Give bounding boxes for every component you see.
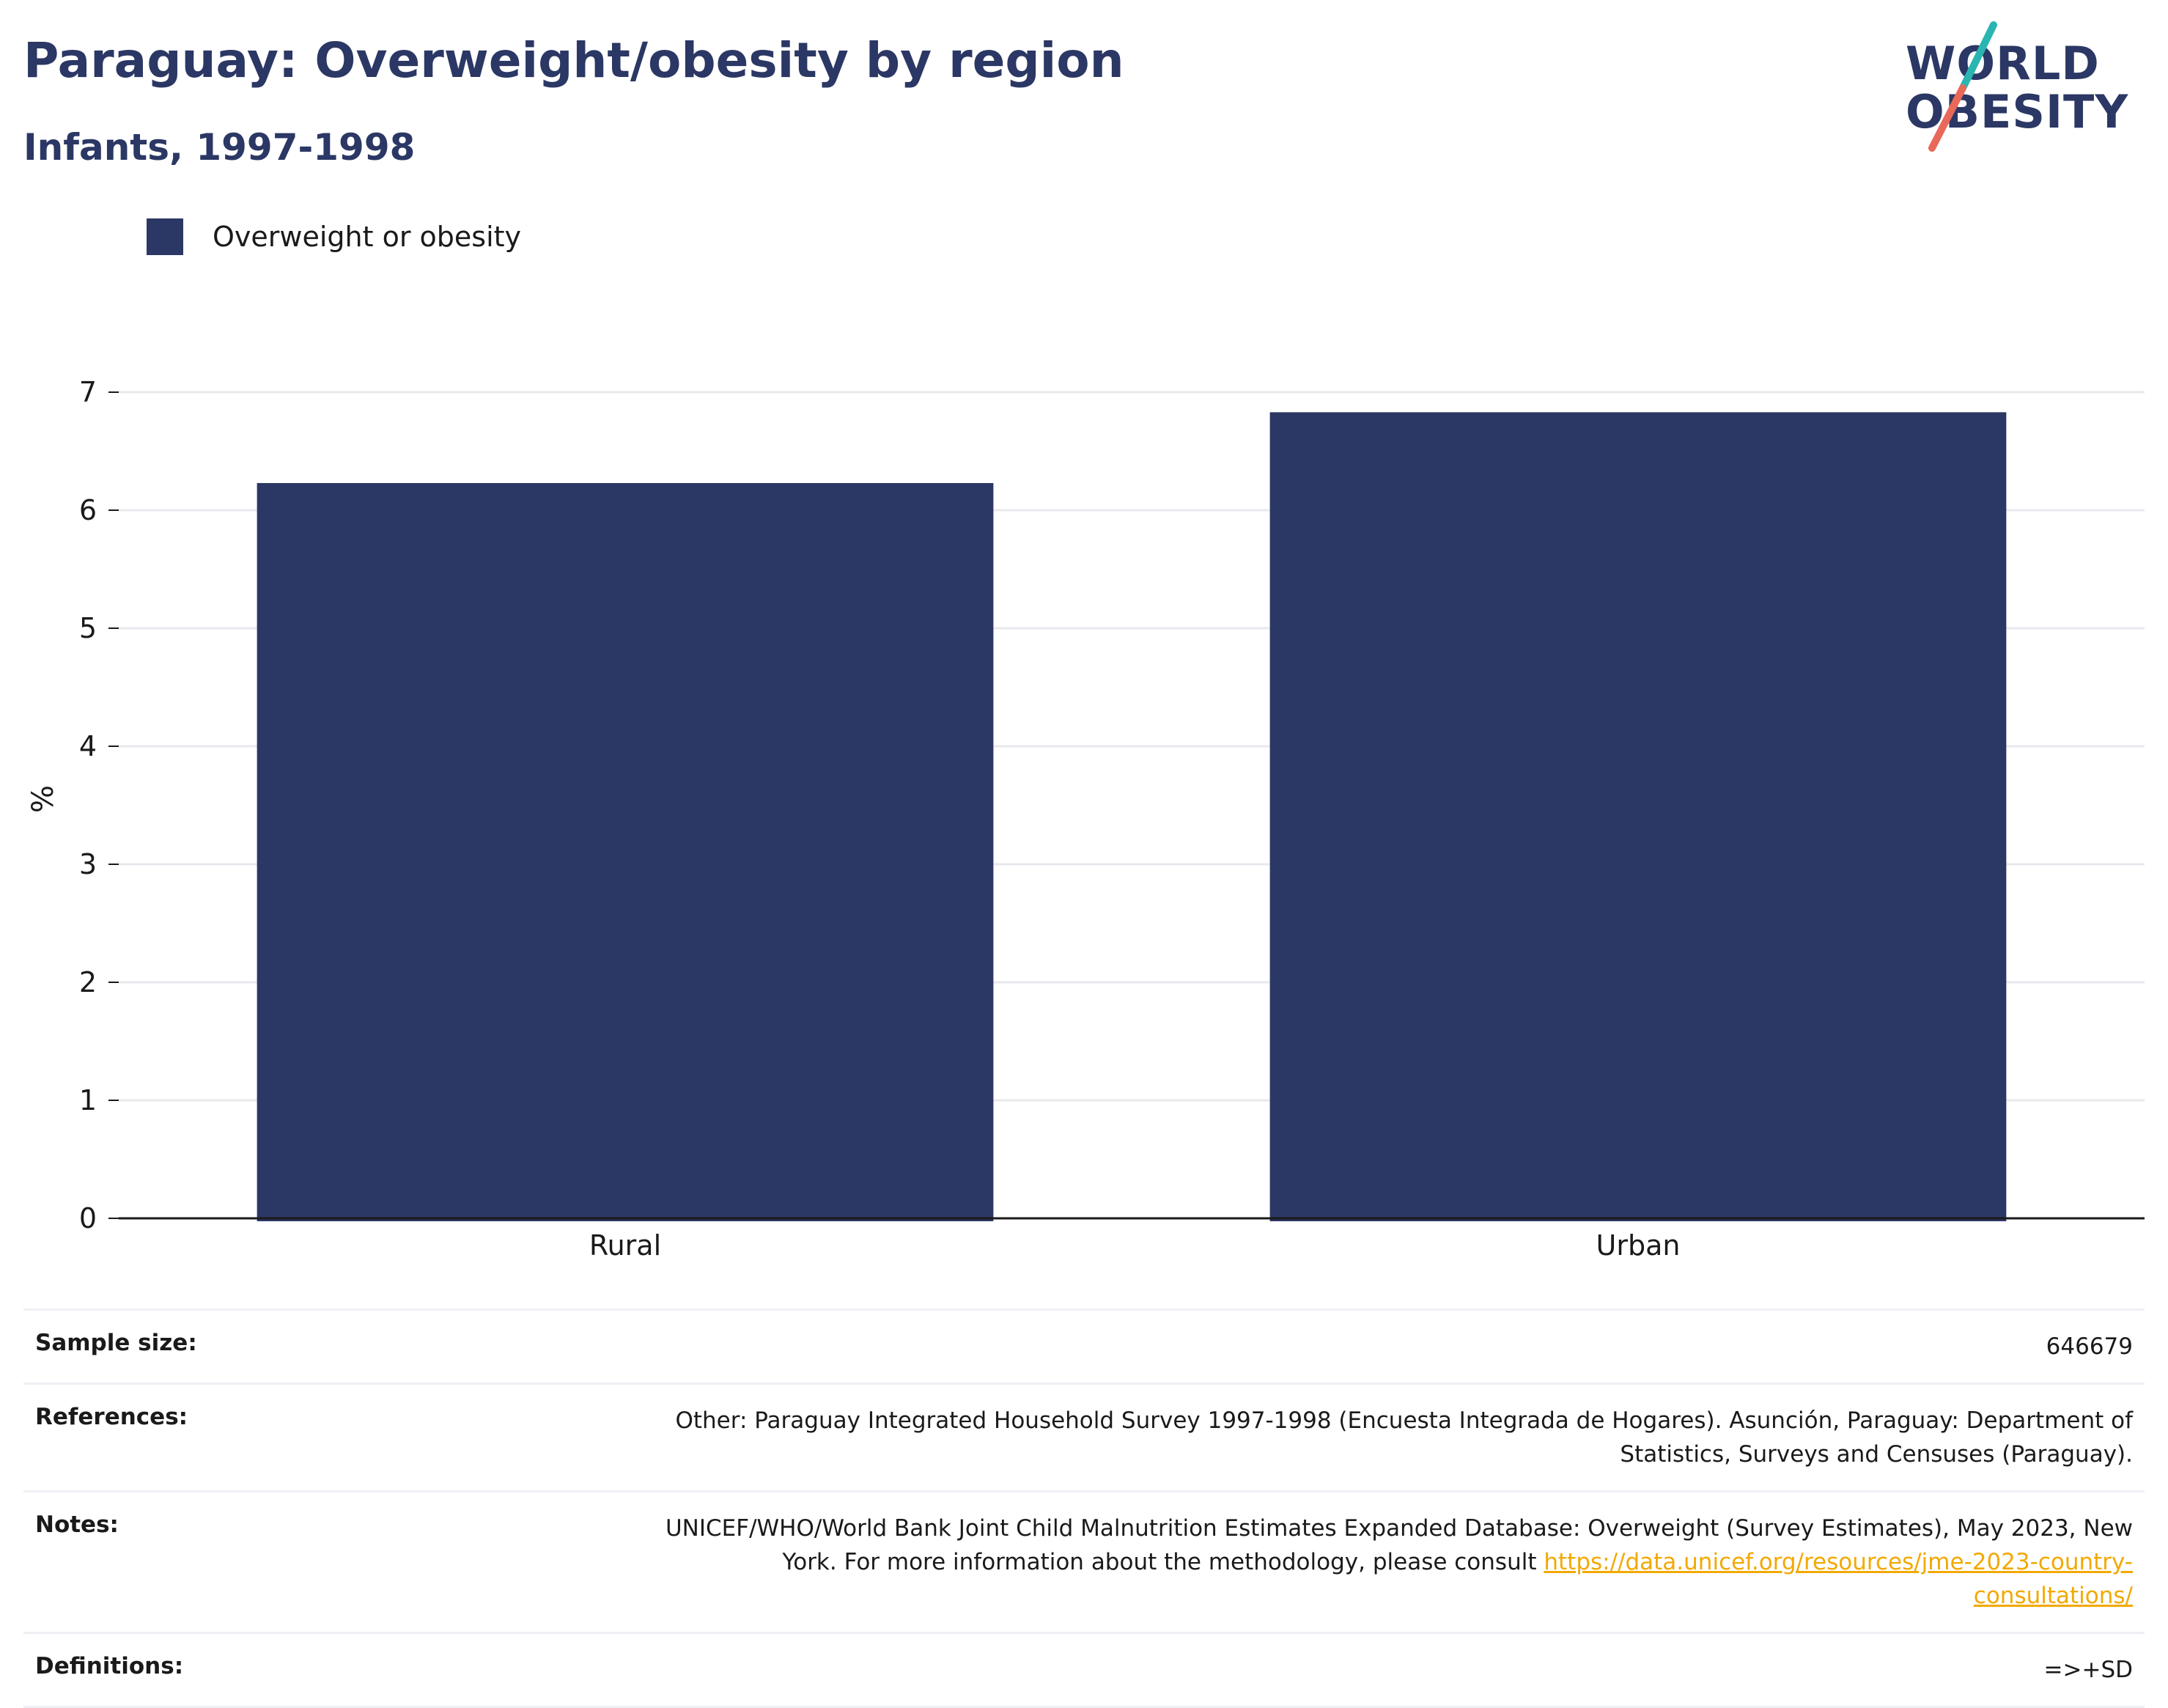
x-tick-label: Urban <box>1596 1229 1681 1262</box>
chart-subtitle: Infants, 1997-1998 <box>23 126 416 169</box>
y-tick-label: 1 <box>79 1084 97 1116</box>
notes-link[interactable]: https://data.unicef.org/resources/jme-20… <box>1544 1549 2133 1609</box>
y-tick-label: 6 <box>79 494 97 526</box>
legend[interactable]: Overweight or obesity <box>147 218 521 255</box>
y-tick-label: 2 <box>79 966 97 998</box>
sample-size-label: Sample size: <box>35 1330 197 1356</box>
world-obesity-logo[interactable]: WORLD OBESITY <box>1906 21 2155 152</box>
chart-title: Paraguay: Overweight/obesity by region <box>23 32 1124 89</box>
notes-value-container: UNICEF/WHO/World Bank Joint Child Malnut… <box>630 1512 2133 1613</box>
logo-text-line1: WORLD <box>1906 37 2100 90</box>
y-tick-label: 0 <box>79 1202 97 1234</box>
info-row-notes: Notes: UNICEF/WHO/World Bank Joint Child… <box>23 1490 2145 1632</box>
notes-label: Notes: <box>35 1512 119 1538</box>
y-tick-label: 5 <box>79 612 97 644</box>
logo-slash-icon <box>1928 21 1997 152</box>
notes-value: UNICEF/WHO/World Bank Joint Child Malnut… <box>665 1515 2133 1575</box>
info-table: Sample size: 646679 References: Other: P… <box>23 1308 2145 1708</box>
definitions-label: Definitions: <box>35 1653 184 1679</box>
info-row-definitions: Definitions: =>+SD <box>23 1632 2145 1708</box>
x-tick-label: Rural <box>589 1229 661 1262</box>
bar-urban[interactable] <box>1269 412 2007 1221</box>
y-axis-title: % <box>26 785 60 813</box>
y-tick-label: 3 <box>79 848 97 880</box>
info-row-sample-size: Sample size: 646679 <box>23 1308 2145 1383</box>
bars <box>257 412 2007 1221</box>
y-tick-label: 4 <box>79 730 97 762</box>
references-value: Other: Paraguay Integrated Household Sur… <box>675 1407 2133 1468</box>
info-row-references: References: Other: Paraguay Integrated H… <box>23 1383 2145 1490</box>
y-tick-label: 7 <box>79 376 97 408</box>
definitions-value: =>+SD <box>2043 1657 2133 1683</box>
axes: 0 1 2 3 4 5 6 7 Rural Urban <box>79 376 2145 1262</box>
bar-rural[interactable] <box>257 482 994 1221</box>
sample-size-value: 646679 <box>2046 1333 2133 1360</box>
bar-chart: 0 1 2 3 4 5 6 7 Rural Urban % <box>26 376 2145 1262</box>
references-label: References: <box>35 1404 188 1430</box>
legend-label: Overweight or obesity <box>213 221 522 253</box>
legend-swatch <box>147 218 183 255</box>
